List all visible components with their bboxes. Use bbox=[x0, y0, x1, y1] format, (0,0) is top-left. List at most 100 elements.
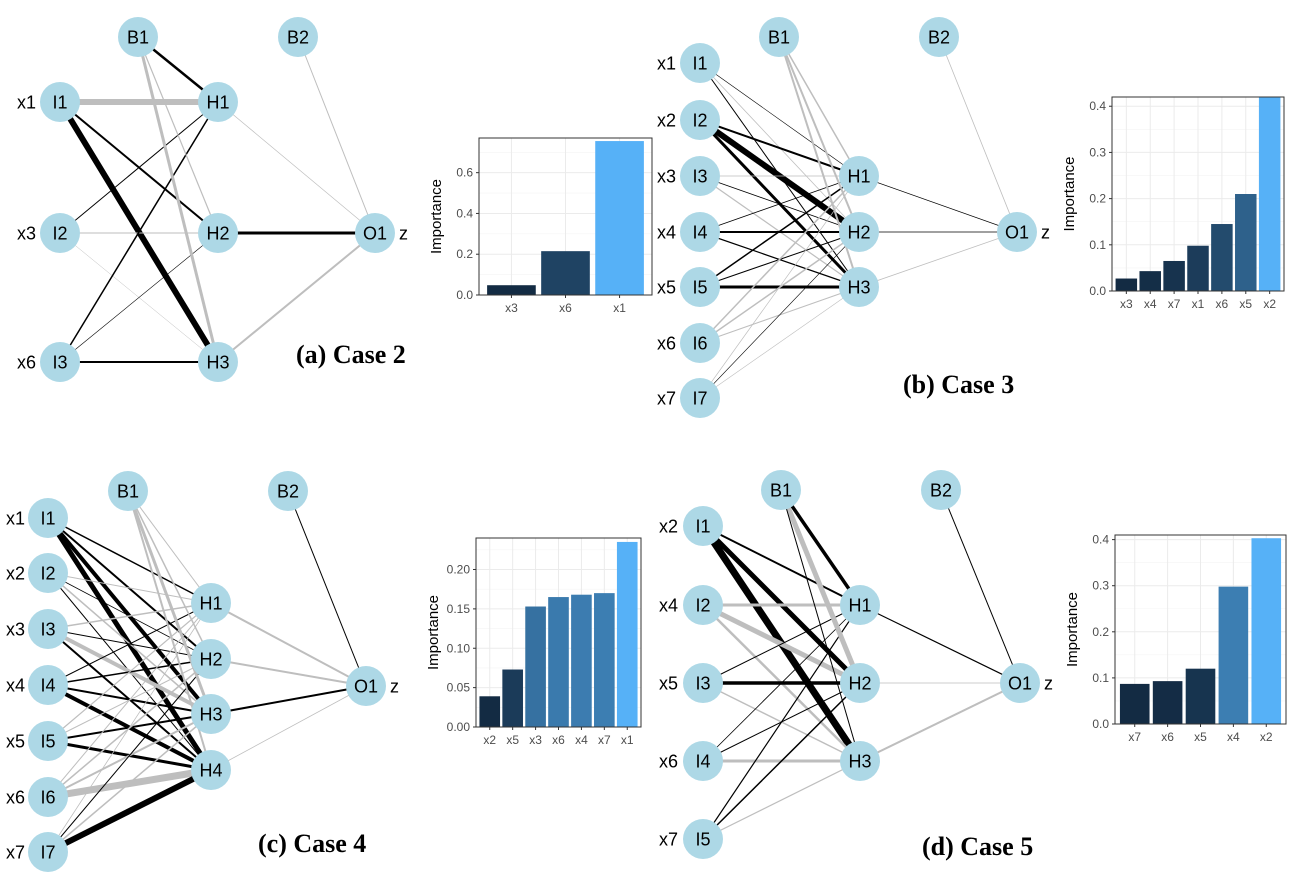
hidden-node-d-H2-circle bbox=[840, 663, 880, 703]
bias-node-c-B2-circle bbox=[268, 471, 308, 511]
output-variable-label: z bbox=[1041, 223, 1050, 243]
edge-c-I4-H1 bbox=[47, 602, 212, 686]
input-node-d-I1-label: I1 bbox=[695, 517, 710, 537]
input-node-c-I7: I7 bbox=[28, 832, 68, 872]
x-tick-label: x2 bbox=[1260, 730, 1273, 744]
y-tick-label: 0.3 bbox=[1092, 579, 1109, 593]
chart-border bbox=[475, 537, 642, 728]
input-node-b-I2: I2 bbox=[680, 100, 720, 140]
input-node-b-I6: I6 bbox=[680, 323, 720, 363]
edge-a-H1-O1 bbox=[217, 101, 376, 234]
input-variable-label: x6 bbox=[657, 334, 676, 354]
hidden-node-d-H3: H3 bbox=[840, 741, 880, 781]
input-node-d-I5-label: I5 bbox=[695, 830, 710, 850]
hidden-node-c-H4: H4 bbox=[191, 750, 231, 790]
edge-d-H1-O1 bbox=[859, 604, 1021, 684]
input-node-d-I2-circle bbox=[683, 585, 723, 625]
bias-node-d-B2-circle bbox=[921, 470, 961, 510]
importance-chart-b: x3 x4 x7 x1 x6 x5 x2 0.0 0.1 0.2 0.3 0.4 Importance bbox=[1061, 96, 1285, 311]
y-tick-label: 0.4 bbox=[456, 206, 473, 220]
output-node-a-label: O1 bbox=[363, 224, 387, 244]
input-node-d-I3-label: I3 bbox=[695, 674, 710, 694]
input-variable-label: x7 bbox=[659, 830, 678, 850]
x-tick-label: x3 bbox=[529, 733, 542, 747]
edge-c-I2-H1 bbox=[47, 572, 212, 604]
bias-node-a-B2-circle bbox=[278, 17, 318, 57]
edge-c-B1-H2 bbox=[127, 490, 212, 660]
importance-charts: x3 x6 x1 0.0 0.2 0.4 0.6 Importance x3 x4 x7 x1 x6 x5… bbox=[425, 96, 1287, 747]
output-node-c-circle bbox=[346, 666, 386, 706]
output-node-b-circle bbox=[997, 212, 1037, 252]
bar-x2 bbox=[1251, 538, 1282, 724]
bar-x5 bbox=[1185, 668, 1216, 724]
output-node-d: O1 bbox=[1000, 663, 1040, 703]
input-variable-label: x3 bbox=[657, 167, 676, 187]
y-tick-label: 0.20 bbox=[447, 563, 471, 577]
output-node-a: O1 bbox=[355, 213, 395, 253]
input-node-b-I1: I1 bbox=[680, 43, 720, 83]
input-node-b-I7: I7 bbox=[680, 378, 720, 418]
x-tick-label: x3 bbox=[1120, 297, 1133, 311]
bar-x2 bbox=[479, 696, 501, 727]
bar-x6 bbox=[548, 597, 569, 727]
input-variable-label: x4 bbox=[6, 676, 25, 696]
input-node-d-I4-circle bbox=[683, 741, 723, 781]
y-tick-label: 0.2 bbox=[1092, 625, 1109, 639]
hidden-node-a-H3-label: H3 bbox=[206, 353, 229, 373]
hidden-node-c-H3: H3 bbox=[191, 694, 231, 734]
bar-x1 bbox=[616, 541, 638, 727]
output-node-a-circle bbox=[355, 213, 395, 253]
hidden-node-b-H1-label: H1 bbox=[847, 167, 870, 187]
input-node-c-I1: I1 bbox=[28, 498, 68, 538]
input-node-b-I7-label: I7 bbox=[692, 389, 707, 409]
output-variable-label: z bbox=[399, 224, 408, 244]
bias-node-b-B1-label: B1 bbox=[768, 28, 790, 48]
bar-x1 bbox=[595, 141, 644, 295]
hidden-node-b-H1: H1 bbox=[839, 156, 879, 196]
edge-d-I5-H2 bbox=[702, 682, 861, 840]
hidden-node-b-H2: H2 bbox=[839, 212, 879, 252]
x-tick-label: x7 bbox=[598, 733, 611, 747]
chart-border bbox=[1111, 96, 1285, 292]
input-node-b-I3: I3 bbox=[680, 156, 720, 196]
y-tick-label: 0.4 bbox=[1092, 533, 1109, 547]
input-node-c-I2-label: I2 bbox=[40, 564, 55, 584]
bar-x7 bbox=[1163, 260, 1185, 291]
input-node-c-I6: I6 bbox=[28, 777, 68, 817]
input-node-d-I2-label: I2 bbox=[695, 596, 710, 616]
bias-node-b-B2-circle bbox=[919, 17, 959, 57]
input-variable-label: x1 bbox=[17, 93, 36, 113]
edge-c-I1-H1 bbox=[47, 517, 212, 604]
edge-c-I7-H3 bbox=[47, 713, 212, 853]
hidden-node-a-H1-circle bbox=[198, 82, 238, 122]
input-node-d-I2: I2 bbox=[683, 585, 723, 625]
bar-x1 bbox=[1187, 245, 1209, 291]
input-node-a-I1-label: I1 bbox=[52, 93, 67, 113]
y-tick-label: 0.10 bbox=[447, 641, 471, 655]
edge-b-I5-H1 bbox=[699, 175, 860, 288]
edge-a-B2-O1 bbox=[297, 36, 376, 234]
input-node-c-I4-label: I4 bbox=[40, 676, 55, 696]
bias-node-d-B1: B1 bbox=[761, 470, 801, 510]
input-node-b-I7-circle bbox=[680, 378, 720, 418]
bias-node-b-B2: B2 bbox=[919, 17, 959, 57]
edge-b-I2-H1 bbox=[699, 119, 860, 177]
input-node-c-I4: I4 bbox=[28, 665, 68, 705]
bar-x7 bbox=[1119, 683, 1150, 724]
edge-b-I7-H3 bbox=[699, 286, 860, 399]
x-tick-label: x1 bbox=[1192, 297, 1205, 311]
bias-node-d-B1-label: B1 bbox=[770, 481, 792, 501]
hidden-node-c-H4-label: H4 bbox=[199, 761, 222, 781]
x-tick-label: x2 bbox=[1263, 297, 1276, 311]
input-node-a-I2: I2 bbox=[40, 213, 80, 253]
bias-node-a-B2-label: B2 bbox=[287, 28, 309, 48]
y-tick-label: 0.00 bbox=[447, 720, 471, 734]
x-tick-label: x6 bbox=[552, 733, 565, 747]
bar-x4 bbox=[1218, 586, 1249, 724]
bias-node-c-B1-label: B1 bbox=[117, 482, 139, 502]
hidden-node-d-H1-label: H1 bbox=[848, 596, 871, 616]
edge-c-I6-H1 bbox=[47, 602, 212, 798]
hidden-node-b-H3-label: H3 bbox=[847, 278, 870, 298]
output-node-d-label: O1 bbox=[1008, 674, 1032, 694]
edge-b-I7-H2 bbox=[699, 231, 860, 399]
